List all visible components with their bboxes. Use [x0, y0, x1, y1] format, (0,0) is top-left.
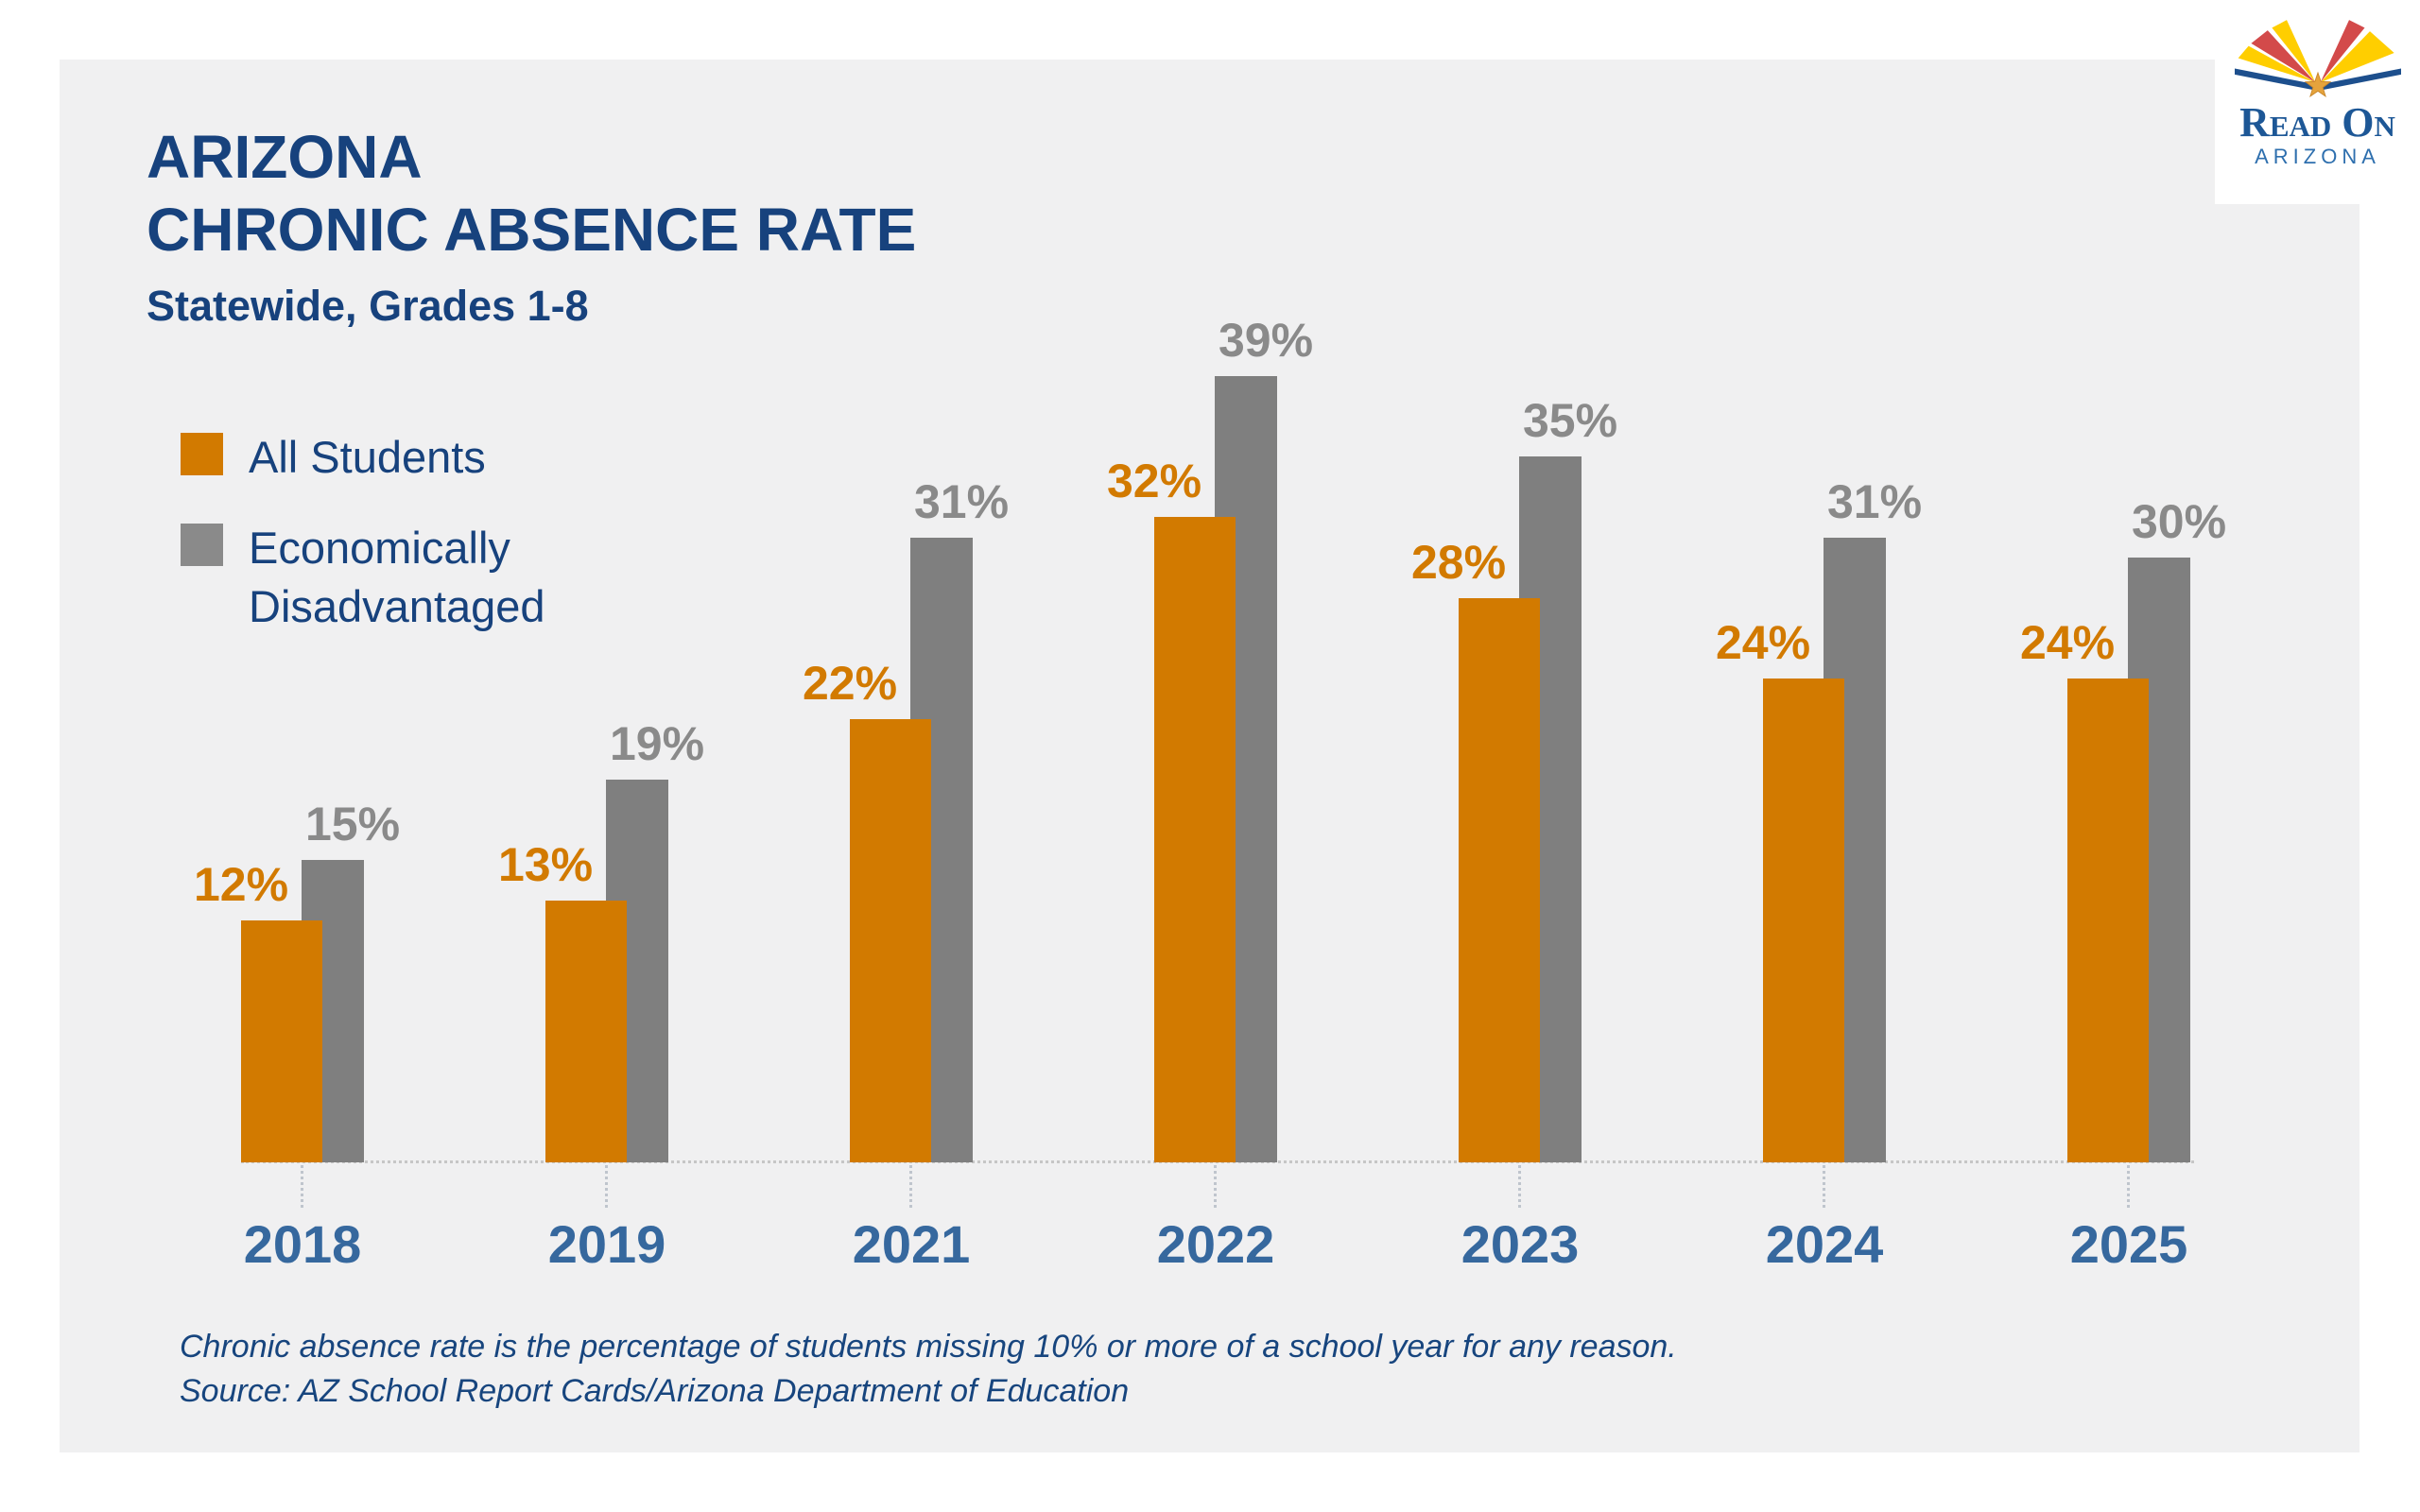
bar-all-students-2025: [2067, 679, 2149, 1162]
legend-label: Economically Disadvantaged: [249, 523, 545, 631]
page-subtitle: Statewide, Grades 1-8: [147, 282, 589, 330]
legend-label: All Students: [249, 432, 486, 482]
x-axis-tick-2024: [1823, 1165, 1825, 1208]
bar-all-students-2022: [1154, 517, 1236, 1162]
x-axis-label-2025: 2025: [2069, 1214, 2188, 1274]
legend-item-1: Economically Disadvantaged: [181, 519, 617, 636]
value-label-econ-disadvantaged-2019: 19%: [609, 717, 705, 770]
value-label-econ-disadvantaged-2025: 30%: [2131, 495, 2227, 548]
x-axis-tick-2023: [1518, 1165, 1521, 1208]
x-axis-label-2019: 2019: [547, 1214, 666, 1274]
value-label-all-students-2018: 12%: [193, 858, 289, 911]
logo-brand-name: Read On: [2239, 99, 2395, 146]
legend-item-0: All Students: [181, 428, 617, 487]
value-label-all-students-2019: 13%: [497, 838, 594, 891]
bar-all-students-2024: [1763, 679, 1844, 1162]
logo-brand-region: ARIZONA: [2255, 145, 2380, 168]
x-axis-label-2024: 2024: [1765, 1214, 1884, 1274]
x-axis-label-2022: 2022: [1156, 1214, 1275, 1274]
footnote-definition: Chronic absence rate is the percentage o…: [180, 1329, 1677, 1365]
x-axis-tick-2025: [2127, 1165, 2130, 1208]
footnote-source: Source: AZ School Report Cards/Arizona D…: [180, 1373, 1130, 1409]
x-axis-tick-2019: [605, 1165, 608, 1208]
value-label-all-students-2023: 28%: [1410, 536, 1507, 589]
x-axis-tick-2021: [909, 1165, 912, 1208]
page-title-line2: CHRONIC ABSENCE RATE: [147, 196, 917, 264]
chart-legend: All Students Economically Disadvantaged: [181, 428, 617, 636]
legend-swatch-icon: [181, 524, 223, 566]
x-axis-tick-2018: [301, 1165, 303, 1208]
bar-all-students-2021: [850, 719, 931, 1162]
x-axis-label-2018: 2018: [243, 1214, 362, 1274]
value-label-econ-disadvantaged-2024: 31%: [1826, 475, 1923, 528]
x-axis-label-2023: 2023: [1461, 1214, 1580, 1274]
value-label-all-students-2021: 22%: [802, 657, 898, 710]
bar-all-students-2018: [241, 920, 322, 1162]
logo-book-rays-icon: [2234, 20, 2401, 98]
bar-all-students-2019: [545, 901, 627, 1162]
legend-swatch-icon: [181, 433, 223, 475]
x-axis-label-2021: 2021: [852, 1214, 971, 1274]
value-label-all-students-2024: 24%: [1715, 616, 1811, 669]
value-label-econ-disadvantaged-2018: 15%: [304, 798, 401, 850]
value-label-all-students-2025: 24%: [2019, 616, 2116, 669]
bar-all-students-2023: [1459, 598, 1540, 1162]
page-title: ARIZONA CHRONIC ABSENCE RATE: [147, 121, 916, 266]
value-label-all-students-2022: 32%: [1106, 455, 1202, 507]
value-label-econ-disadvantaged-2021: 31%: [913, 475, 1010, 528]
value-label-econ-disadvantaged-2022: 39%: [1218, 314, 1314, 367]
footnote: Chronic absence rate is the percentage o…: [180, 1325, 1677, 1414]
value-label-econ-disadvantaged-2023: 35%: [1522, 394, 1618, 447]
x-axis-tick-2022: [1214, 1165, 1217, 1208]
read-on-arizona-logo: Read On ARIZONA: [2215, 0, 2420, 204]
page-title-line1: ARIZONA: [147, 123, 423, 191]
